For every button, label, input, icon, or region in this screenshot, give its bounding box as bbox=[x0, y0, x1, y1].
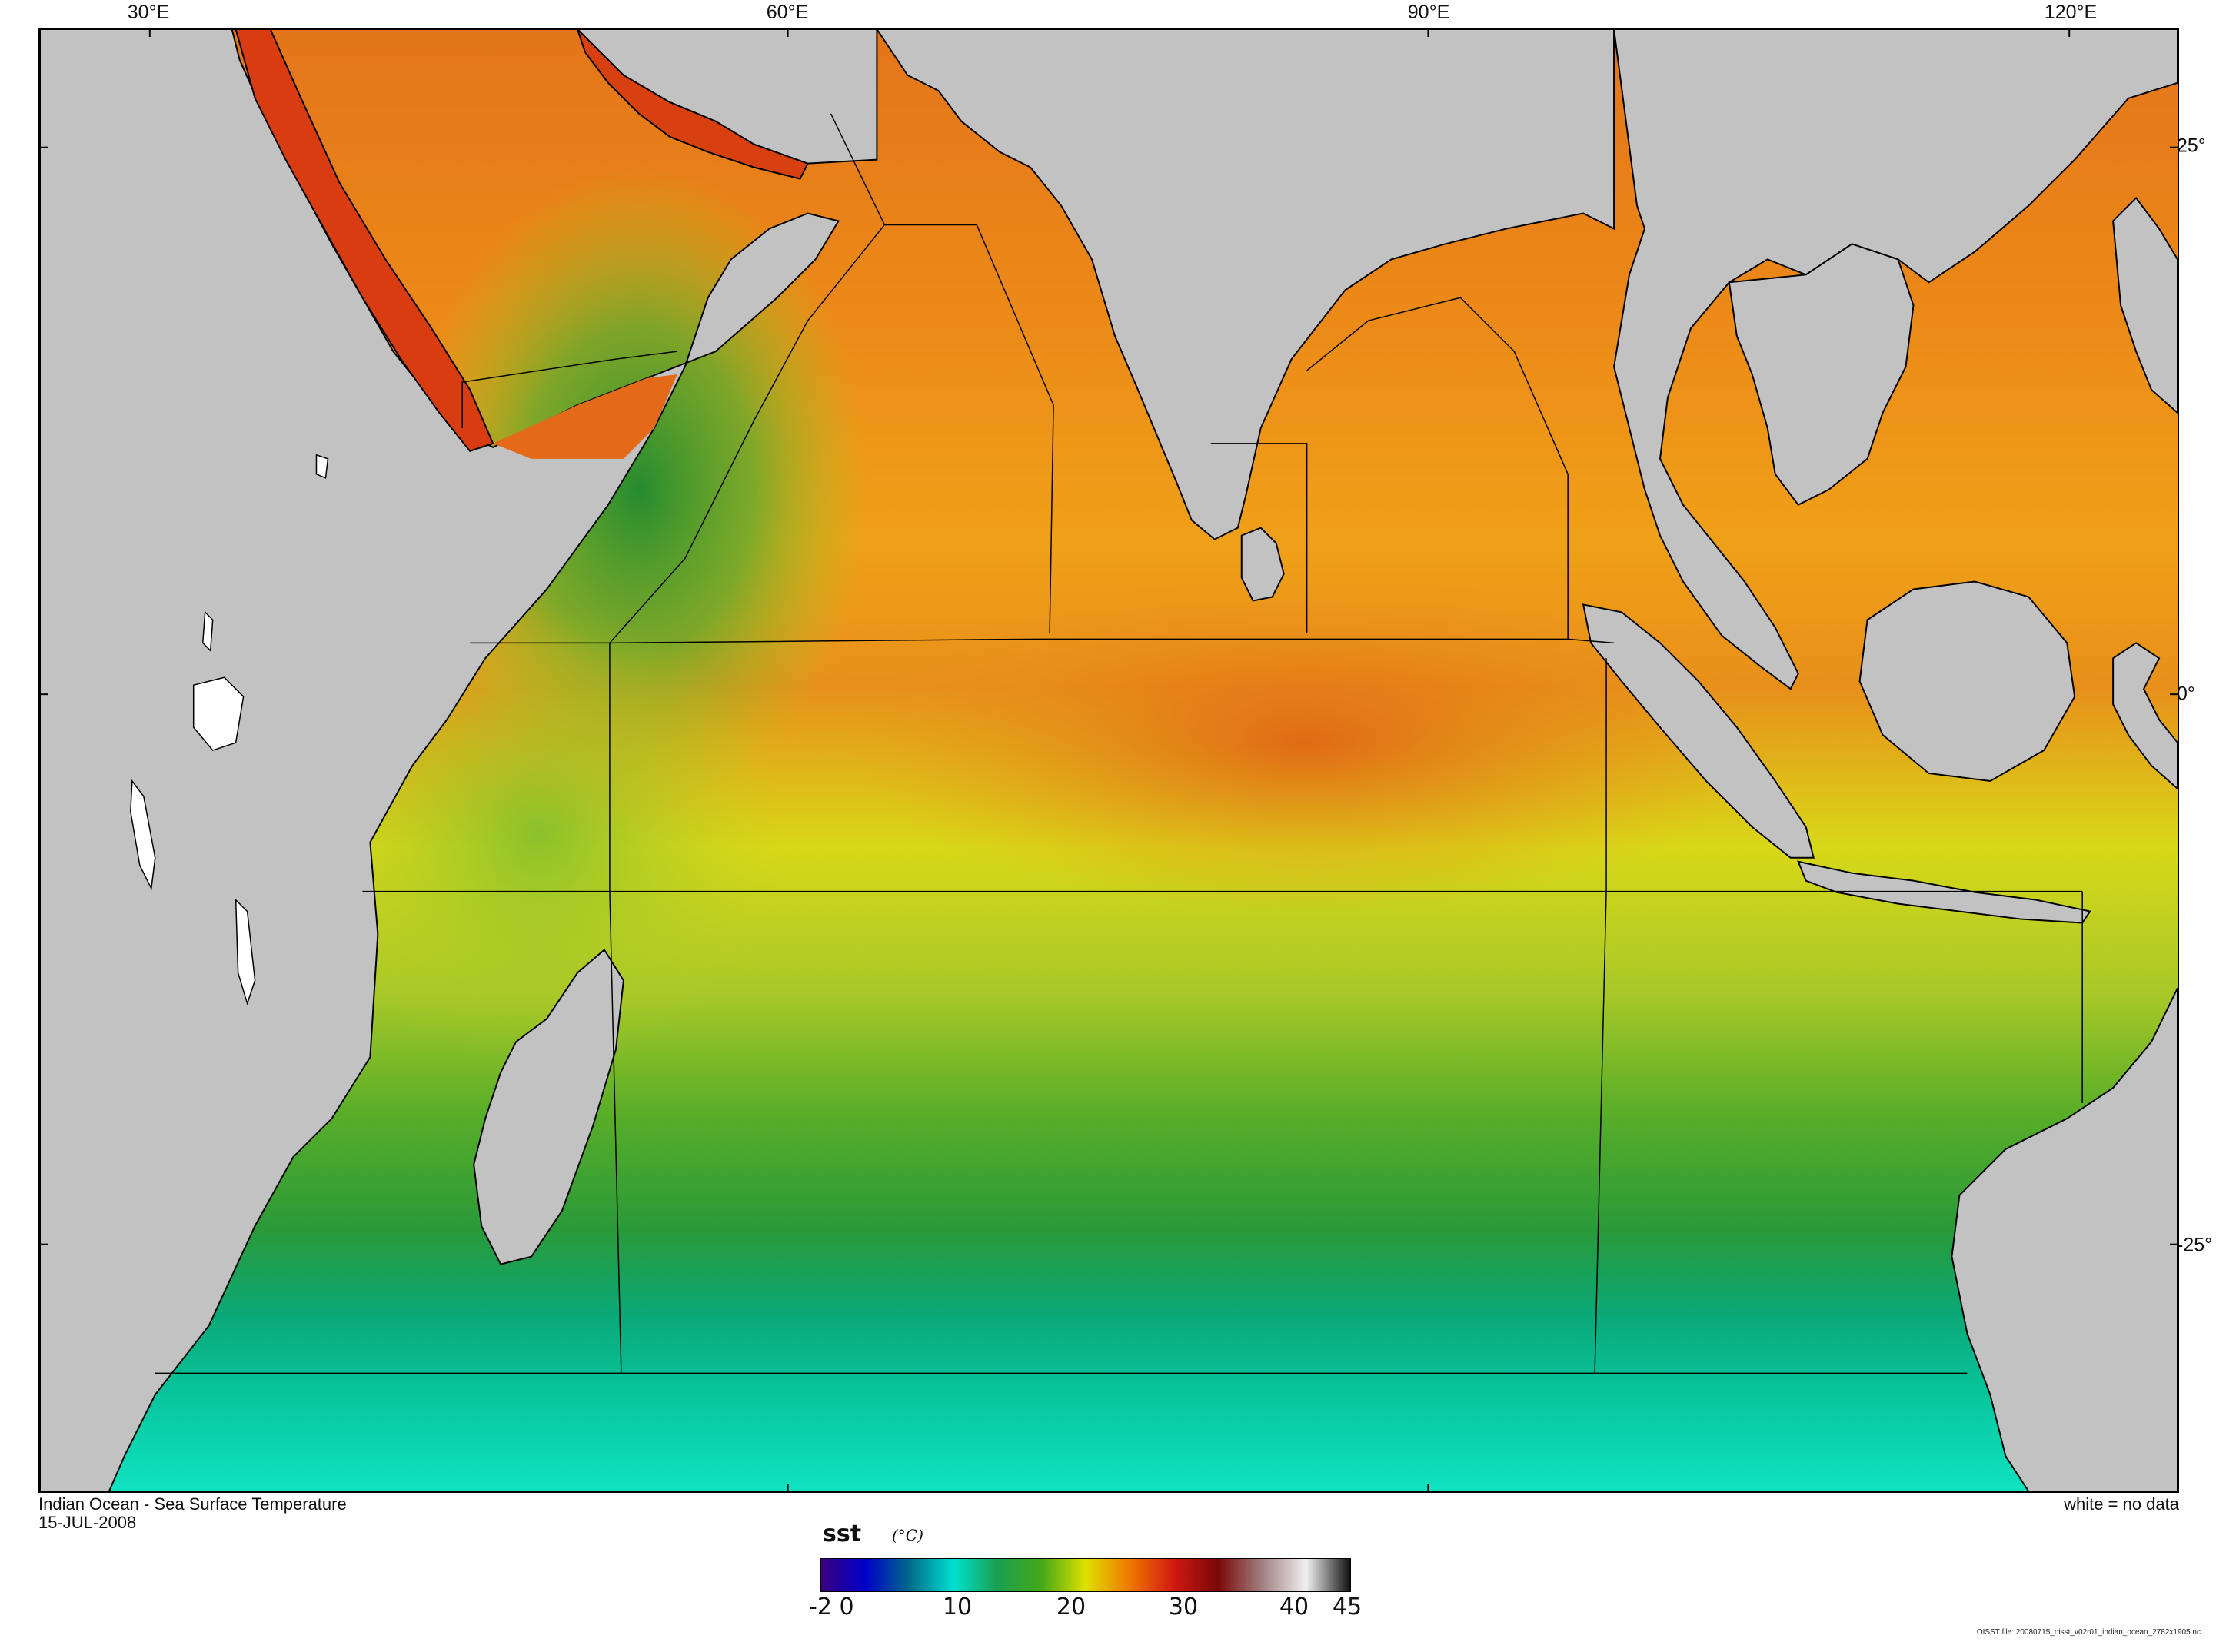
longitude-label-90e: 90°E bbox=[1407, 2, 1450, 23]
boundary-bay-of-bengal bbox=[1210, 443, 1308, 633]
caspian-no-data bbox=[315, 454, 329, 479]
boundary-arabian-sea-west bbox=[609, 224, 886, 643]
sri-lanka-land bbox=[1240, 527, 1285, 602]
colorbar-tick-0: 0 bbox=[839, 1594, 854, 1620]
sst-map-canvas bbox=[40, 29, 2178, 1491]
region-boundaries bbox=[155, 113, 2083, 1374]
lake-turkana-no-data bbox=[201, 610, 214, 652]
sulawesi-land bbox=[2112, 642, 2178, 790]
gulf-of-aden bbox=[493, 374, 677, 459]
madagascar-land bbox=[473, 948, 624, 1265]
longitude-label-60e: 60°E bbox=[766, 2, 809, 23]
sumatra-land bbox=[1582, 603, 1815, 859]
equatorial-warm-pool bbox=[846, 573, 1768, 912]
no-data-note: white = no data bbox=[2064, 1494, 2179, 1514]
no-data-areas bbox=[130, 454, 329, 1005]
lake-malawi-no-data bbox=[235, 898, 256, 1005]
graticule-ticks bbox=[40, 29, 2178, 1491]
longitude-label-30e: 30°E bbox=[127, 2, 170, 23]
boundary-equatorial-north bbox=[470, 638, 1615, 644]
colorbar-tick-10: 10 bbox=[942, 1594, 973, 1620]
lake-victoria-no-data bbox=[192, 676, 245, 751]
sst-colorbar bbox=[820, 1558, 1351, 1592]
australia-land bbox=[1951, 987, 2178, 1491]
map-title: Indian Ocean - Sea Surface Temperature bbox=[38, 1494, 347, 1514]
colorbar-tick-45: 45 bbox=[1332, 1594, 1363, 1620]
map-date: 15-JUL-2008 bbox=[38, 1513, 137, 1532]
red-sea bbox=[235, 29, 494, 453]
boundary-arabian-sea-east bbox=[830, 113, 1054, 633]
borneo-land bbox=[1858, 580, 2076, 782]
boundary-arabian-sea bbox=[461, 351, 677, 428]
colorbar-tick-40: 40 bbox=[1279, 1594, 1309, 1620]
philippines-land bbox=[2112, 197, 2178, 414]
colorbar-units-label: (°C) bbox=[892, 1526, 923, 1544]
lake-tanganyika-no-data bbox=[130, 779, 156, 891]
latitude-label-25s: -25° bbox=[2177, 1234, 2213, 1256]
boundary-central-west bbox=[609, 643, 622, 1374]
persian-gulf bbox=[577, 29, 809, 180]
colorbar-tick-20: 20 bbox=[1056, 1594, 1086, 1620]
longitude-label-120e: 120°E bbox=[2044, 2, 2098, 23]
colorbar-tick-minus2: -2 bbox=[809, 1594, 832, 1620]
latitude-label-0: 0° bbox=[2177, 683, 2195, 705]
sst-map[interactable] bbox=[38, 28, 2179, 1493]
india-land bbox=[876, 29, 1615, 540]
file-info-text: OISST file: 20080715_oisst_v02r01_indian… bbox=[1976, 1628, 2201, 1637]
southeast-asia-land bbox=[1613, 29, 2178, 690]
boundary-bay-of-bengal-inner bbox=[1306, 297, 1569, 640]
latitude-label-25n: 25° bbox=[2177, 135, 2206, 157]
indochina-land bbox=[1728, 243, 1915, 506]
boundary-central-east bbox=[1594, 658, 1607, 1374]
colorbar-tick-30: 30 bbox=[1168, 1594, 1199, 1620]
colorbar-variable-label: sst bbox=[823, 1521, 862, 1547]
